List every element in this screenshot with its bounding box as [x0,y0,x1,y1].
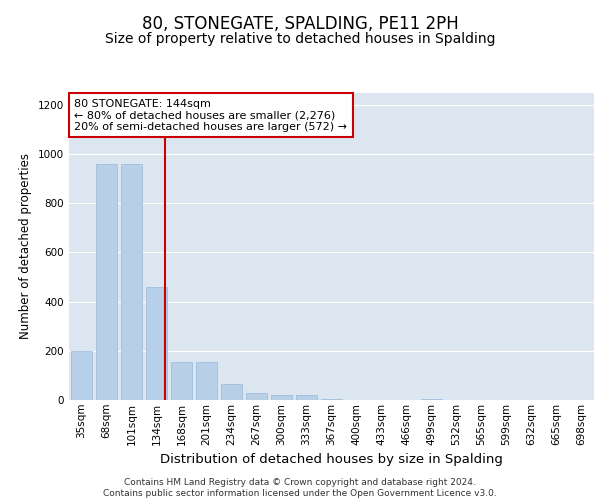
Bar [146,287,167,400]
Text: Size of property relative to detached houses in Spalding: Size of property relative to detached ho… [105,32,495,46]
Text: Contains HM Land Registry data © Crown copyright and database right 2024.
Contai: Contains HM Land Registry data © Crown c… [103,478,497,498]
Bar [96,164,117,400]
Text: 80 STONEGATE: 144sqm
← 80% of detached houses are smaller (2,276)
20% of semi-de: 80 STONEGATE: 144sqm ← 80% of detached h… [74,98,347,132]
Bar [271,395,292,400]
Bar [121,164,142,400]
Bar [171,362,192,400]
Bar [296,395,317,400]
Bar [321,399,342,400]
Y-axis label: Number of detached properties: Number of detached properties [19,153,32,339]
Bar [246,392,267,400]
Bar [221,384,242,400]
Bar [196,362,217,400]
Bar [421,399,442,400]
Bar [71,351,92,400]
X-axis label: Distribution of detached houses by size in Spalding: Distribution of detached houses by size … [160,453,503,466]
Text: 80, STONEGATE, SPALDING, PE11 2PH: 80, STONEGATE, SPALDING, PE11 2PH [142,15,458,33]
